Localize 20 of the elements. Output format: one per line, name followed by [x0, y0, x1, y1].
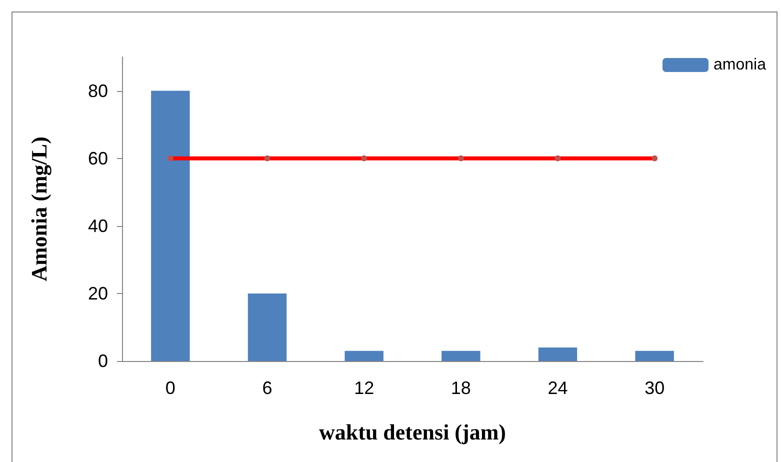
y-tick-label: 80 [88, 80, 108, 101]
bar [344, 350, 384, 361]
x-tick-label: 24 [548, 378, 568, 398]
bar [151, 90, 190, 361]
bar [538, 347, 578, 361]
x-tick-label: 12 [354, 378, 374, 398]
y-axis-title: Amonia (mg/L) [26, 136, 52, 282]
y-tick-label: 20 [88, 283, 108, 304]
y-tick-label: 60 [88, 148, 108, 168]
x-tick-label: 6 [262, 378, 272, 398]
y-tick-label: 40 [88, 216, 108, 236]
x-tick-label: 18 [450, 378, 471, 398]
legend-label: amonia [714, 56, 766, 74]
bar [248, 293, 287, 361]
x-tick-label: 30 [644, 378, 665, 398]
bar [635, 350, 674, 361]
x-tick-label: 0 [165, 378, 176, 398]
y-tick-label: 0 [98, 351, 108, 371]
bar [442, 350, 480, 361]
x-axis-title: waktu detensi (jam) [319, 420, 506, 444]
